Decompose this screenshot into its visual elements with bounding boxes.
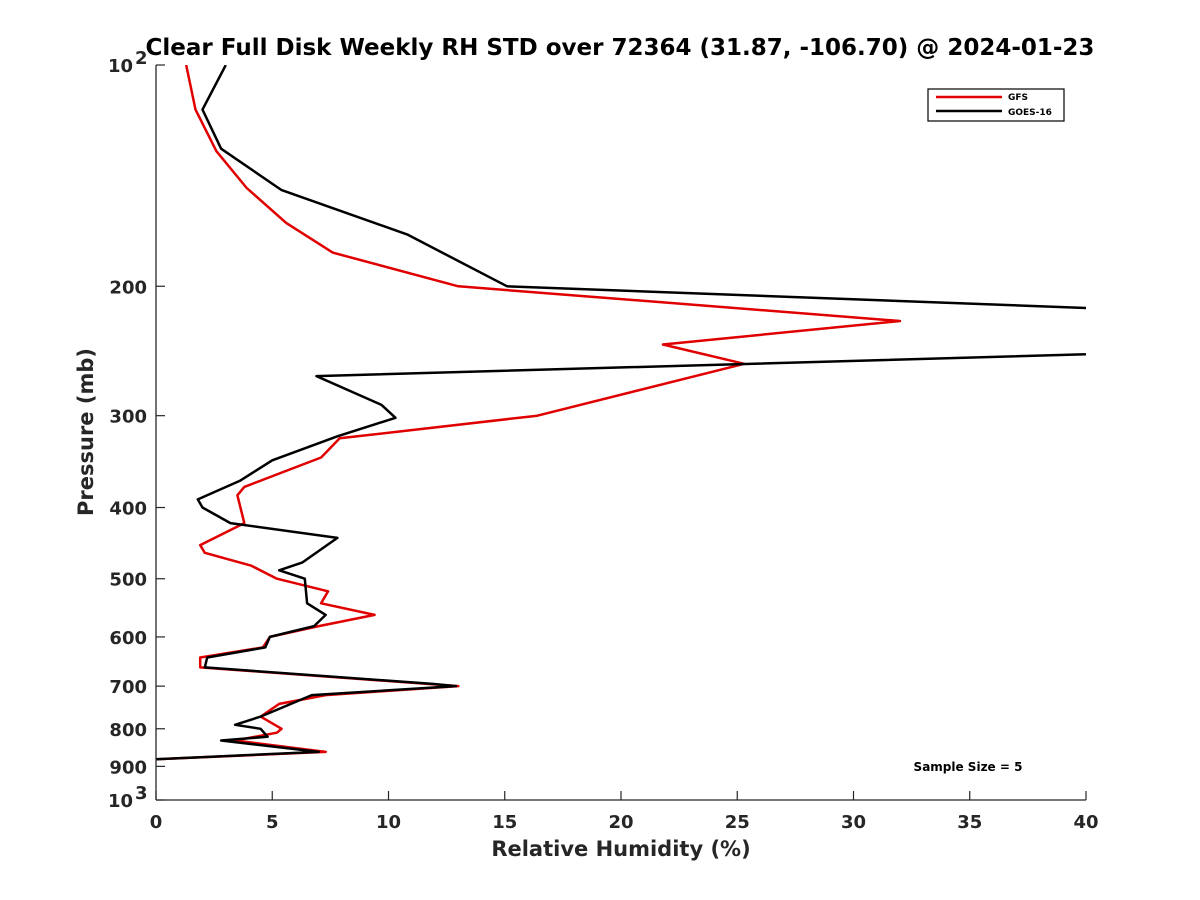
x-tick-label: 10 <box>376 812 401 833</box>
x-tick-label: 30 <box>841 812 866 833</box>
y-tick-exponent: 3 <box>135 783 148 804</box>
x-tick-label: 0 <box>150 812 163 833</box>
y-tick-label: 500 <box>109 570 147 591</box>
y-tick-exponent: 2 <box>135 48 148 69</box>
sample-size-annotation: Sample Size = 5 <box>914 760 1023 774</box>
x-tick-label: 35 <box>957 812 982 833</box>
plot-area <box>156 65 1086 800</box>
y-tick-label: 400 <box>109 499 147 520</box>
chart-title: Clear Full Disk Weekly RH STD over 72364… <box>146 35 1095 61</box>
y-tick-label: 600 <box>109 628 147 649</box>
y-tick-label: 10 <box>108 56 133 77</box>
x-axis-label: Relative Humidity (%) <box>491 837 750 861</box>
y-tick-label: 800 <box>109 720 147 741</box>
series-layer <box>156 65 1086 761</box>
x-tick-label: 15 <box>492 812 517 833</box>
x-tick-label: 25 <box>725 812 750 833</box>
y-tick-label: 700 <box>109 677 147 698</box>
x-tick-label: 20 <box>608 812 633 833</box>
legend-label-goes16: GOES-16 <box>1008 108 1052 118</box>
y-tick-label: 900 <box>109 757 147 778</box>
legend-label-gfs: GFS <box>1008 93 1028 103</box>
series-line-goes16 <box>156 65 1086 761</box>
y-tick-label: 10 <box>108 791 133 812</box>
legend: GFS GOES-16 <box>927 88 1065 122</box>
y-tick-label: 300 <box>109 407 147 428</box>
y-tick-label: 200 <box>109 277 147 298</box>
x-tick-label: 5 <box>266 812 279 833</box>
y-axis-label: Pressure (mb) <box>74 348 98 516</box>
x-tick-label: 40 <box>1073 812 1098 833</box>
series-line-gfs <box>156 65 902 761</box>
legend-box <box>927 88 1065 122</box>
x-axis-ticks: 0 5 10 15 20 25 30 35 40 <box>150 791 1099 833</box>
